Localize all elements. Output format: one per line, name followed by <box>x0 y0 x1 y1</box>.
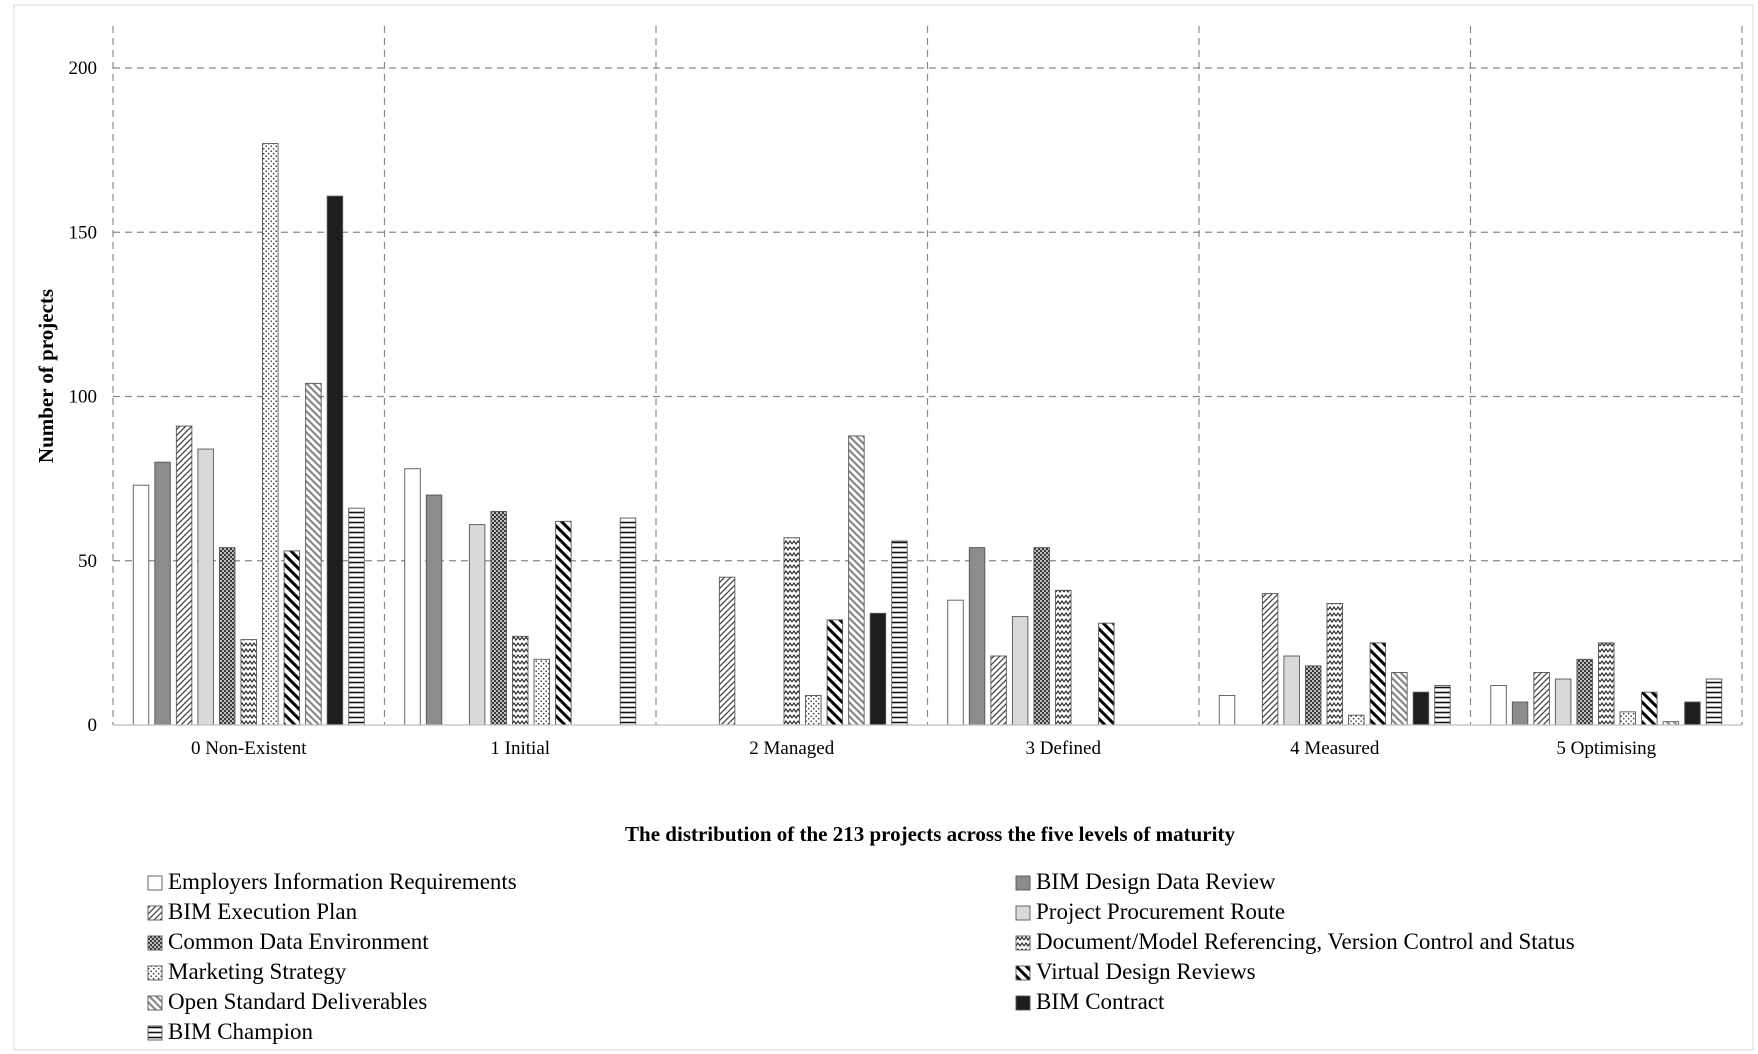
legend: Employers Information Requirements BIM De… <box>147 869 1575 1044</box>
bar-bim-execution-plan-3-defined <box>990 655 1007 726</box>
y-tick-label: 50 <box>78 551 97 572</box>
bar-document-model-referencing-version-control-and-status-2-managed <box>783 537 800 726</box>
y-axis-title: Number of projects <box>34 289 58 463</box>
bar-marketing-strategy-2-managed <box>805 694 822 726</box>
bar-employers-information-requirements-4-measured <box>1218 694 1236 726</box>
bar-marketing-strategy-0-non-existent <box>262 143 279 726</box>
bar-project-procurement-route-0-non-existent <box>197 448 214 726</box>
y-tick-label: 150 <box>69 222 98 243</box>
bar-document-model-referencing-version-control-and-status-1-initial <box>512 635 529 726</box>
bar-virtual-design-reviews-1-initial <box>555 520 572 726</box>
bar-bim-design-data-review-5-optimising <box>1511 701 1529 726</box>
bar-document-model-referencing-version-control-and-status-4-measured <box>1326 603 1343 726</box>
x-tick-label: 0 Non-Existent <box>191 738 307 759</box>
bar-common-data-environment-1-initial <box>490 511 507 726</box>
bar-marketing-strategy-1-initial <box>533 658 551 726</box>
bar-document-model-referencing-version-control-and-status-3-defined <box>1055 589 1072 726</box>
bar-bim-execution-plan-0-non-existent <box>175 425 193 726</box>
legend-swatch-bim-execution-plan <box>147 905 163 921</box>
x-tick-label: 1 Initial <box>490 738 550 759</box>
bar-document-model-referencing-version-control-and-status-5-optimising <box>1598 642 1615 726</box>
bar-bim-contract-0-non-existent <box>326 195 344 726</box>
x-tick-label: 3 Defined <box>1026 738 1102 759</box>
x-axis-title: The distribution of the 213 projects acr… <box>625 822 1235 846</box>
legend-swatch-open-standard-deliverables <box>147 995 163 1011</box>
bar-bim-champion-4-measured <box>1434 685 1451 726</box>
bar-bim-champion-2-managed <box>891 540 908 726</box>
legend-swatch-bim-champion <box>147 1025 163 1041</box>
legend-label-marketing-strategy: Marketing Strategy <box>168 959 347 984</box>
bar-common-data-environment-4-measured <box>1304 665 1322 726</box>
bar-common-data-environment-5-optimising <box>1576 658 1593 726</box>
legend-label-bim-contract: BIM Contract <box>1036 989 1165 1014</box>
bar-bim-design-data-review-1-initial <box>425 494 443 726</box>
bar-employers-information-requirements-1-initial <box>404 468 421 726</box>
bar-bim-execution-plan-2-managed <box>718 576 736 726</box>
legend-label-common-data-environment: Common Data Environment <box>168 929 429 954</box>
legend-label-project-procurement-route: Project Procurement Route <box>1036 899 1285 924</box>
bar-project-procurement-route-4-measured <box>1283 655 1300 726</box>
y-tick-label: 100 <box>69 387 98 408</box>
chart-border <box>13 4 1754 1051</box>
legend-label-document-model-referencing-version-control-and-status: Document/Model Referencing, Version Cont… <box>1036 929 1575 954</box>
bar-virtual-design-reviews-5-optimising <box>1641 691 1658 726</box>
bar-bim-execution-plan-4-measured <box>1261 593 1279 726</box>
legend-label-virtual-design-reviews: Virtual Design Reviews <box>1036 959 1256 984</box>
bar-project-procurement-route-3-defined <box>1011 616 1029 726</box>
bar-employers-information-requirements-5-optimising <box>1490 685 1507 726</box>
bar-bim-execution-plan-5-optimising <box>1533 671 1550 726</box>
y-tick-label: 200 <box>69 58 98 79</box>
bar-marketing-strategy-5-optimising <box>1619 711 1637 726</box>
bar-virtual-design-reviews-4-measured <box>1369 642 1387 726</box>
bar-employers-information-requirements-0-non-existent <box>132 484 150 726</box>
bar-bim-design-data-review-3-defined <box>968 547 986 726</box>
bar-open-standard-deliverables-2-managed <box>848 435 865 726</box>
legend-label-bim-execution-plan: BIM Execution Plan <box>168 899 358 924</box>
legend-swatch-marketing-strategy <box>147 965 163 981</box>
gridlines <box>112 26 1743 725</box>
bar-project-procurement-route-5-optimising <box>1554 678 1572 726</box>
bar-bim-contract-2-managed <box>869 612 887 726</box>
bar-virtual-design-reviews-0-non-existent <box>283 550 301 726</box>
x-tick-label: 5 Optimising <box>1556 738 1656 759</box>
y-tick-label: 0 <box>88 715 98 736</box>
bar-virtual-design-reviews-3-defined <box>1098 622 1115 726</box>
bar-bim-champion-5-optimising <box>1705 678 1723 726</box>
legend-label-bim-design-data-review: BIM Design Data Review <box>1036 869 1276 894</box>
bar-marketing-strategy-4-measured <box>1348 714 1365 726</box>
bar-open-standard-deliverables-4-measured <box>1391 671 1408 726</box>
bar-virtual-design-reviews-2-managed <box>826 619 844 726</box>
legend-swatch-virtual-design-reviews <box>1015 965 1031 981</box>
bar-bim-design-data-review-0-non-existent <box>154 461 171 726</box>
bar-open-standard-deliverables-0-non-existent <box>305 382 322 726</box>
legend-label-employers-information-requirements: Employers Information Requirements <box>168 869 517 894</box>
legend-swatch-common-data-environment <box>147 935 163 951</box>
legend-label-bim-champion: BIM Champion <box>168 1019 314 1044</box>
legend-label-open-standard-deliverables: Open Standard Deliverables <box>168 989 427 1014</box>
axes: 0 50 100 150 200 0 Non-Existent 1 Initial 2 Man… <box>34 58 1742 846</box>
legend-swatch-document-model-referencing-version-control-and-status <box>1015 935 1031 951</box>
legend-swatch-project-procurement-route <box>1015 905 1031 921</box>
bar-employers-information-requirements-3-defined <box>947 599 964 726</box>
x-tick-label: 4 Measured <box>1290 738 1380 759</box>
bar-bim-champion-0-non-existent <box>348 507 365 726</box>
legend-swatch-bim-contract <box>1015 995 1031 1011</box>
legend-swatch-employers-information-requirements <box>147 875 163 891</box>
bar-document-model-referencing-version-control-and-status-0-non-existent <box>240 639 257 726</box>
bar-common-data-environment-3-defined <box>1033 547 1050 726</box>
bar-common-data-environment-0-non-existent <box>218 547 236 726</box>
bar-bim-contract-4-measured <box>1412 691 1430 726</box>
legend-swatch-bim-design-data-review <box>1015 875 1031 891</box>
x-tick-label: 2 Managed <box>749 738 834 759</box>
bar-project-procurement-route-1-initial <box>468 524 486 726</box>
bar-bim-champion-1-initial <box>619 517 637 726</box>
bar-bim-contract-5-optimising <box>1684 701 1701 726</box>
